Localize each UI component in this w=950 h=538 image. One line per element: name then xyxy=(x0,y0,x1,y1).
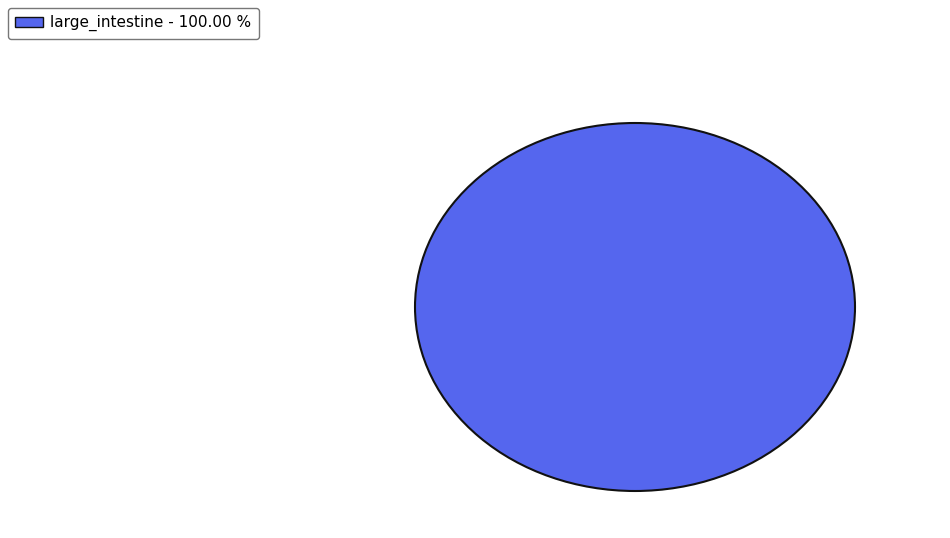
Legend: large_intestine - 100.00 %: large_intestine - 100.00 % xyxy=(8,8,259,39)
